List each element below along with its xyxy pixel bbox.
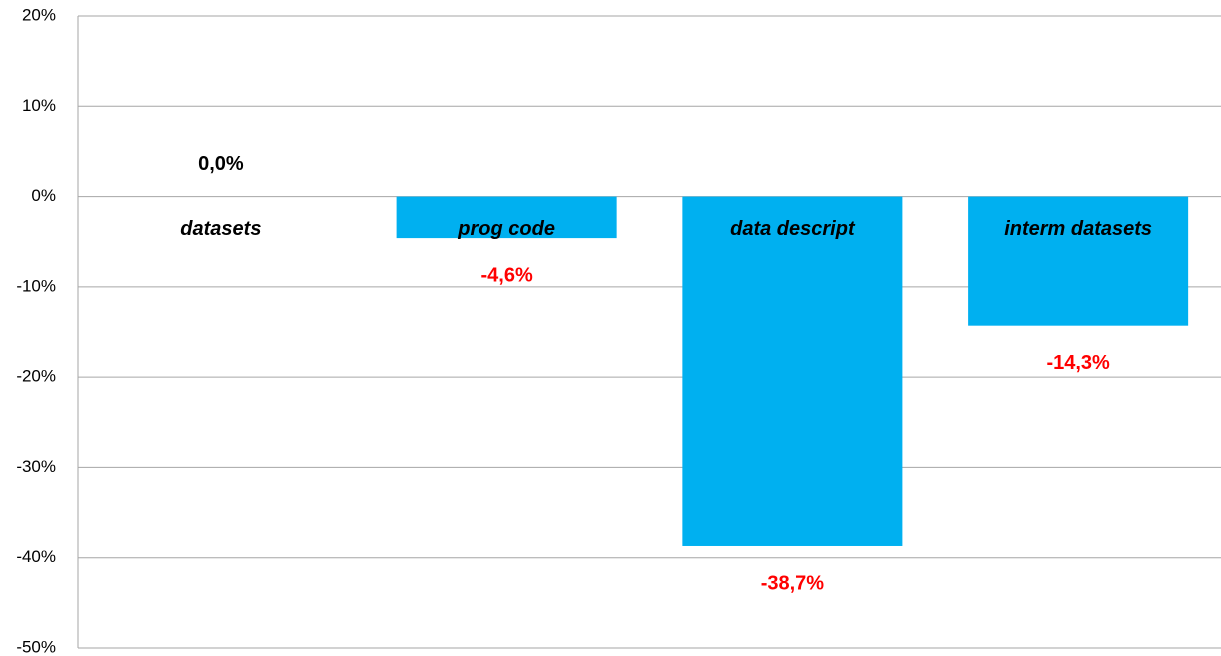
y-tick-label: -40% — [16, 547, 56, 566]
y-tick-label: -30% — [16, 457, 56, 476]
value-label: -4,6% — [481, 264, 533, 286]
value-label: -38,7% — [761, 572, 825, 594]
y-tick-label: -10% — [16, 276, 56, 295]
y-tick-label: 10% — [22, 96, 56, 115]
x-tick-label: prog code — [457, 218, 555, 240]
x-tick-label: datasets — [180, 218, 261, 240]
y-tick-label: 20% — [22, 5, 56, 24]
x-tick-label: interm datasets — [1004, 218, 1152, 240]
value-label: 0,0% — [198, 153, 244, 175]
value-label: -14,3% — [1046, 352, 1110, 374]
x-tick-label: data descript — [730, 218, 856, 240]
bar — [682, 196, 903, 546]
y-tick-label: -20% — [16, 367, 56, 386]
y-tick-label: -50% — [16, 637, 56, 656]
bar — [968, 196, 1189, 326]
bar — [396, 196, 617, 239]
y-tick-label: 0% — [31, 186, 56, 205]
